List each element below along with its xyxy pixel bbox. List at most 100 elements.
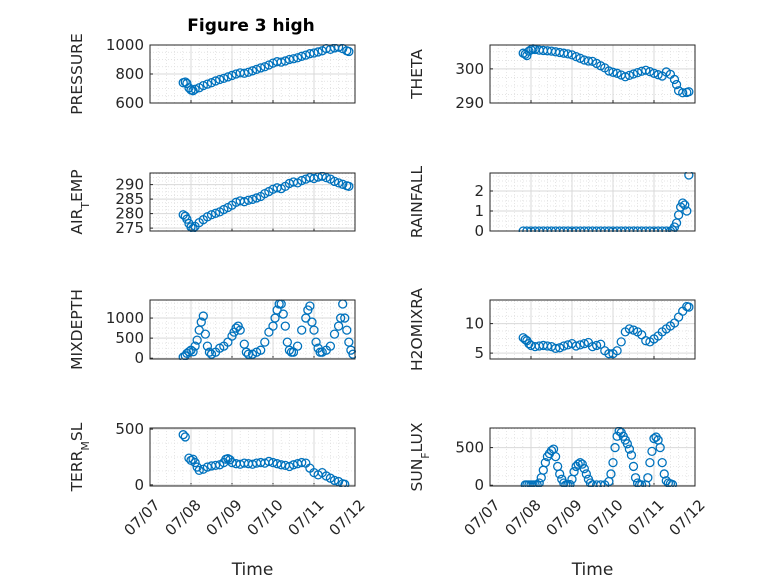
data-point <box>202 341 213 351</box>
data-point <box>559 341 569 351</box>
data-point <box>309 325 319 335</box>
data-point <box>264 456 274 467</box>
y-tick-label: 285 <box>115 190 144 208</box>
data-point <box>671 79 682 90</box>
axis-ylabel: SUNFLUX <box>408 422 432 491</box>
x-tick-label: 07/10 <box>583 496 626 539</box>
data-point <box>628 325 639 335</box>
data-point <box>340 479 350 487</box>
y-tick-label: 290 <box>455 94 484 112</box>
data-point <box>632 67 643 78</box>
data-point <box>188 223 198 232</box>
data-point <box>198 80 208 91</box>
data-point <box>288 460 299 470</box>
subplot-1: 600 800 1000 PRESSURE <box>68 33 356 115</box>
x-tick-label: 07/11 <box>624 496 667 539</box>
data-point <box>571 51 581 62</box>
data-point <box>182 78 192 89</box>
data-series <box>178 430 350 487</box>
data-point <box>637 480 647 487</box>
axes-background <box>490 300 695 359</box>
data-point <box>202 79 213 89</box>
data-point <box>239 68 249 78</box>
data-point <box>297 457 307 468</box>
y-tick-label: 1000 <box>106 36 144 54</box>
data-point <box>653 70 663 80</box>
data-point <box>608 457 618 468</box>
data-point <box>565 479 575 487</box>
data-point <box>659 469 669 479</box>
data-point <box>297 175 307 186</box>
data-point <box>612 346 622 356</box>
axis-ylabel: MIXDEPTH <box>68 289 86 370</box>
data-point <box>624 444 635 454</box>
data-point <box>655 442 665 453</box>
data-point <box>184 453 194 463</box>
data-point <box>204 347 215 357</box>
y-tick-label: 500 <box>455 439 484 457</box>
axis-ylabel: H2OMIXRA <box>408 288 426 371</box>
data-point <box>585 478 596 487</box>
x-tick-label: 07/11 <box>284 496 327 539</box>
data-point <box>610 442 620 453</box>
axes-box <box>489 427 696 487</box>
y-tick-label: 0 <box>134 349 144 367</box>
data-point <box>268 457 278 468</box>
data-point <box>235 325 245 335</box>
y-tick-label: 300 <box>455 60 484 78</box>
data-point <box>256 345 266 355</box>
data-point <box>340 313 350 323</box>
data-point <box>243 195 254 205</box>
data-point <box>555 343 565 353</box>
data-point <box>567 50 577 60</box>
y-tick-label: 275 <box>115 219 144 237</box>
data-point <box>669 74 680 85</box>
axes-box <box>149 172 356 232</box>
data-series <box>178 44 354 96</box>
axes-background <box>150 300 355 359</box>
data-point <box>620 72 630 82</box>
data-point <box>348 349 356 359</box>
data-point <box>550 343 561 354</box>
data-point <box>579 339 589 349</box>
axis-ylabel: TERRMSL <box>68 422 92 492</box>
y-tick-label: 2 <box>474 182 484 200</box>
y-tick-label: 0 <box>134 476 144 494</box>
data-point <box>309 48 319 58</box>
y-tick-label: 10 <box>465 315 484 333</box>
data-point <box>626 450 637 460</box>
data-point <box>682 206 692 216</box>
data-point <box>596 339 606 349</box>
x-tick-label: 07/12 <box>665 496 708 539</box>
data-point <box>577 459 587 469</box>
data-point <box>649 433 659 444</box>
axis-xlabel: Time <box>571 560 614 580</box>
data-point <box>587 341 598 352</box>
data-point <box>643 473 653 483</box>
x-tick-label: 07/07 <box>120 496 163 539</box>
data-point <box>251 193 262 203</box>
data-point <box>313 47 323 57</box>
data-point <box>630 473 641 483</box>
data-point <box>188 347 198 357</box>
data-point <box>645 457 655 468</box>
axis-ylabel: RAINFALL <box>408 165 426 238</box>
y-tick-label: 800 <box>115 65 144 83</box>
data-point <box>251 64 262 75</box>
data-point <box>333 44 344 52</box>
x-tick-label: 07/09 <box>542 496 585 539</box>
data-point <box>247 194 258 205</box>
y-tick-label: 500 <box>115 420 144 438</box>
data-point <box>247 66 258 76</box>
data-series <box>518 301 694 359</box>
axis-ylabel: AIRTEMP <box>68 169 92 234</box>
data-point <box>200 329 211 339</box>
y-tick-label: 1 <box>474 202 484 220</box>
x-tick-label: 07/08 <box>501 496 544 539</box>
data-point <box>532 480 542 487</box>
x-tick-label: 07/12 <box>325 496 368 539</box>
data-point <box>579 464 589 474</box>
data-point <box>194 465 204 476</box>
